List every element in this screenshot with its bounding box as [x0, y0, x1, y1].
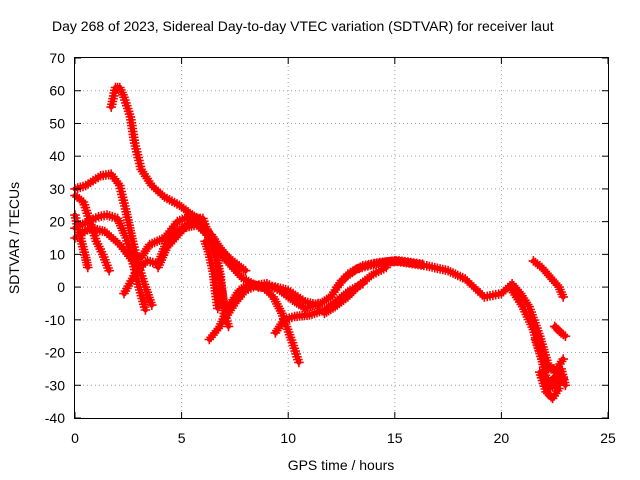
y-tick-label: 0: [57, 279, 65, 295]
y-tick-label: 20: [49, 214, 65, 230]
x-axis-label: GPS time / hours: [288, 457, 395, 473]
series-trace-12: [219, 279, 323, 325]
series-trace-8: [153, 213, 229, 312]
y-tick-label: -20: [45, 345, 65, 361]
x-tick-label: 0: [71, 430, 79, 446]
series-trace-14: [319, 262, 392, 319]
series-point-markers: [200, 236, 223, 314]
y-axis-label: SDTVAR / TECUs: [6, 182, 22, 294]
y-tick-label: 50: [49, 115, 65, 131]
y-tick-label: 60: [49, 83, 65, 99]
chart-title: Day 268 of 2023, Sidereal Day-to-day VTE…: [52, 18, 554, 34]
series-point-markers: [535, 367, 564, 404]
data-series-layer: [70, 82, 571, 404]
grid: [75, 58, 608, 418]
x-tick-label: 15: [387, 430, 403, 446]
series-trace-9: [206, 229, 251, 276]
series-point-markers: [219, 279, 323, 325]
x-tick-label: 5: [178, 430, 186, 446]
y-tick-label: 40: [49, 148, 65, 164]
series-trace-20: [549, 321, 571, 341]
x-tick-label: 25: [600, 430, 616, 446]
series-point-markers: [206, 229, 251, 276]
series-trace-15: [332, 256, 428, 292]
series-point-markers: [528, 256, 568, 302]
series-trace-21: [535, 367, 564, 404]
x-tick-label: 20: [494, 430, 510, 446]
series-point-markers: [319, 262, 392, 319]
y-tick-label: 10: [49, 246, 65, 262]
y-tick-labels: -40 -30 -20 -10 0 10 20 30 40 50 60 70: [45, 50, 65, 426]
y-tick-label: -40: [45, 410, 65, 426]
y-tick-label: -10: [45, 312, 65, 328]
series-point-markers: [332, 256, 428, 292]
plot-frame: [74, 57, 609, 419]
series-trace-10: [200, 236, 223, 314]
tick-marks: [74, 57, 609, 419]
series-point-markers: [549, 321, 571, 341]
x-tick-labels: 0 5 10 15 20 25: [71, 430, 616, 446]
series-point-markers: [204, 279, 304, 368]
x-tick-label: 10: [280, 430, 296, 446]
y-tick-label: 70: [49, 50, 65, 66]
y-tick-label: -30: [45, 377, 65, 393]
series-trace-18: [528, 256, 568, 302]
y-tick-label: 30: [49, 181, 65, 197]
